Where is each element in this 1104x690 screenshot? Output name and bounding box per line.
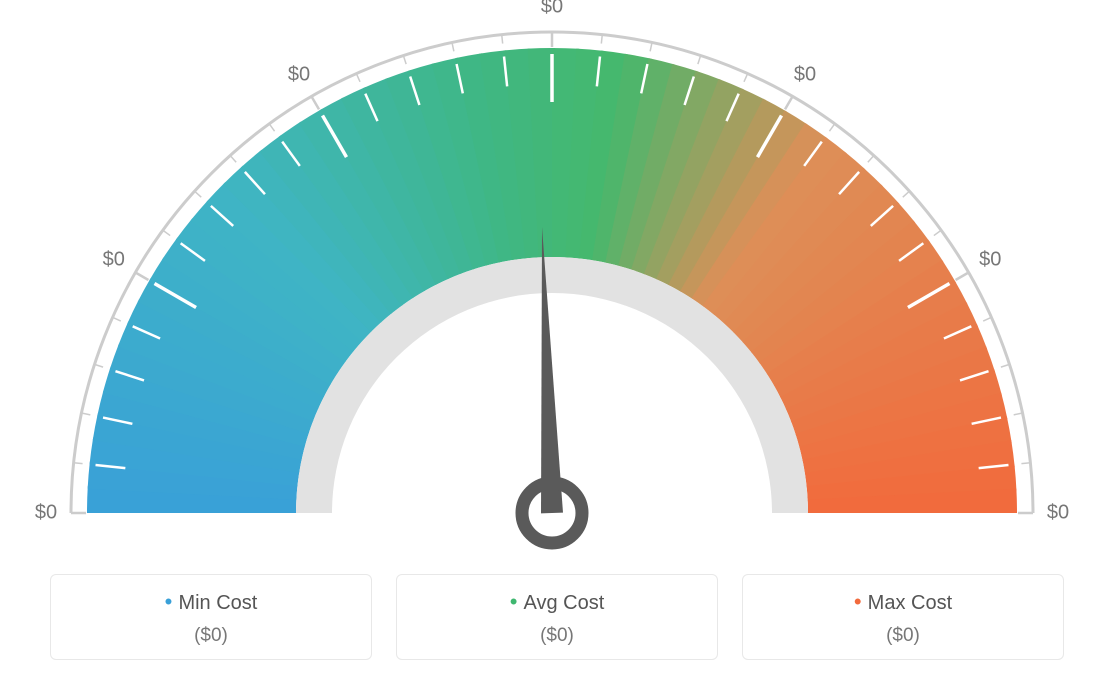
gauge-scale-label: $0 (541, 0, 563, 19)
legend-value-avg: ($0) (397, 625, 717, 647)
cost-gauge-container: $0 $0 $0 $0 $0 $0 $0 Min Cost ($0) Avg Cost ($… (0, 0, 1104, 690)
legend-value-min: ($0) (51, 625, 371, 647)
gauge-scale-label: $0 (979, 249, 1001, 272)
legend-card-avg: Avg Cost ($0) (396, 574, 718, 660)
legend-value-max: ($0) (743, 625, 1063, 647)
legend-card-max: Max Cost ($0) (742, 574, 1064, 660)
legend-title-max: Max Cost (743, 589, 1063, 615)
legend-row: Min Cost ($0) Avg Cost ($0) Max Cost ($0… (50, 574, 1064, 660)
gauge-scale-label: $0 (794, 63, 816, 86)
legend-title-min: Min Cost (51, 589, 371, 615)
gauge-scale-label: $0 (288, 63, 310, 86)
gauge-scale-label: $0 (35, 502, 57, 525)
legend-card-min: Min Cost ($0) (50, 574, 372, 660)
gauge-scale-label: $0 (103, 249, 125, 272)
gauge-chart: $0 $0 $0 $0 $0 $0 $0 (0, 0, 1104, 560)
legend-title-avg: Avg Cost (397, 589, 717, 615)
gauge-scale-label: $0 (1047, 502, 1069, 525)
